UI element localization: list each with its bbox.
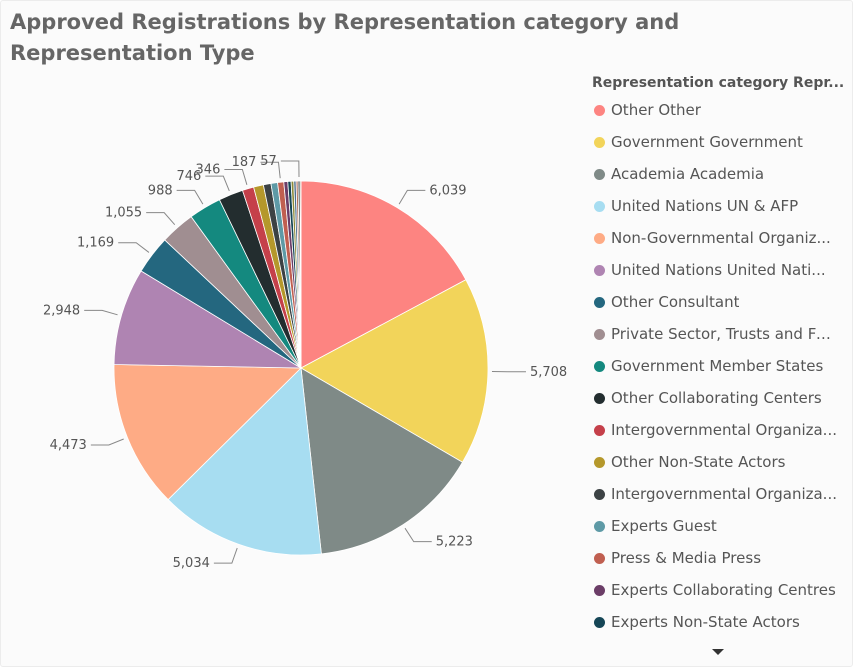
legend-label: Other Consultant <box>611 293 740 311</box>
legend-item[interactable]: United Nations United Nati... <box>592 254 847 286</box>
pie-slice[interactable] <box>300 180 467 369</box>
data-label-leader <box>146 212 176 226</box>
chart-title: Approved Registrations by Representation… <box>10 10 680 65</box>
data-label: 2,948 <box>43 303 80 318</box>
legend-label: Experts Collaborating Centres <box>611 581 836 599</box>
legend-scroll-down-icon[interactable] <box>712 649 724 655</box>
pie-slice[interactable] <box>300 279 489 463</box>
legend-marker-icon <box>594 328 605 340</box>
pie-slice[interactable] <box>300 367 464 555</box>
legend-item[interactable]: Experts Non-State Actors <box>592 606 847 638</box>
data-label: 1,055 <box>105 206 142 221</box>
pie-slice[interactable] <box>299 180 302 369</box>
legend-item[interactable]: Press & Media Press <box>592 542 847 574</box>
legend-label: United Nations United Nati... <box>611 261 826 279</box>
legend-marker-icon <box>594 552 605 564</box>
data-label: 5,034 <box>173 556 210 571</box>
legend-marker-icon <box>594 296 605 308</box>
legend-item[interactable]: Academia Academia <box>592 158 847 190</box>
legend: Representation category Repr... Other Ot… <box>592 72 847 638</box>
data-label: 6,039 <box>429 183 466 198</box>
data-label: 4,473 <box>50 438 87 453</box>
data-label-leader <box>176 189 204 205</box>
pie-slice[interactable] <box>167 367 322 556</box>
legend-marker-icon <box>594 104 605 116</box>
legend-marker-icon <box>594 488 605 500</box>
data-label: 187 <box>232 155 257 170</box>
legend-label: Intergovernmental Organiza... <box>611 421 837 439</box>
legend-marker-icon <box>594 584 605 596</box>
legend-item[interactable]: Other Non-State Actors <box>592 446 847 478</box>
legend-item[interactable]: Experts Collaborating Centres <box>592 574 847 606</box>
legend-marker-icon <box>594 392 605 404</box>
pie-slice[interactable] <box>113 270 303 369</box>
legend-label: United Nations UN & AFP <box>611 197 799 215</box>
legend-label: Government Government <box>611 133 803 151</box>
legend-marker-icon <box>594 616 605 628</box>
data-label-leader <box>404 527 432 543</box>
data-label-leader <box>280 160 300 178</box>
data-label: 5,708 <box>530 365 567 380</box>
legend-marker-icon <box>594 232 605 244</box>
legend-marker-icon <box>594 136 605 148</box>
data-label: 346 <box>196 162 221 177</box>
legend-item[interactable]: Private Sector, Trusts and Fo... <box>592 318 847 350</box>
legend-title: Representation category Repr... <box>592 75 845 91</box>
data-label-leader <box>205 175 230 192</box>
legend-item[interactable]: Intergovernmental Organiza... <box>592 478 847 510</box>
data-label-leader <box>398 189 426 205</box>
legend-item[interactable]: United Nations UN & AFP <box>592 190 847 222</box>
legend-label: Press & Media Press <box>611 549 762 567</box>
legend-item[interactable]: Intergovernmental Organiza... <box>592 414 847 446</box>
data-label: 988 <box>148 183 173 198</box>
legend-item[interactable]: Government Government <box>592 126 847 158</box>
data-label: 746 <box>176 169 201 184</box>
legend-item[interactable]: Other Collaborating Centers <box>592 382 847 414</box>
legend-label: Private Sector, Trusts and Fo... <box>611 325 839 343</box>
data-label: 1,169 <box>77 236 114 251</box>
data-label-leader <box>260 161 281 179</box>
legend-marker-icon <box>594 456 605 468</box>
legend-item[interactable]: Experts Guest <box>592 510 847 542</box>
data-label-leader <box>118 242 150 253</box>
data-label-leader <box>224 168 248 185</box>
legend-marker-icon <box>594 168 605 180</box>
data-label-leader <box>84 309 118 316</box>
data-label-leader <box>90 438 124 446</box>
legend-item[interactable]: Other Consultant <box>592 286 847 318</box>
legend-marker-icon <box>594 520 605 532</box>
legend-label: Non-Governmental Organiz... <box>611 229 831 247</box>
legend-item[interactable]: Government Member States <box>592 350 847 382</box>
legend-marker-icon <box>594 264 605 276</box>
data-label-leader <box>213 547 238 564</box>
legend-label: Intergovernmental Organiza... <box>611 485 837 503</box>
data-label: 5,223 <box>436 535 473 550</box>
legend-item[interactable]: Non-Governmental Organiz... <box>592 222 847 254</box>
legend-label: Academia Academia <box>611 165 765 183</box>
legend-marker-icon <box>594 424 605 436</box>
legend-label: Other Non-State Actors <box>611 453 786 471</box>
legend-label: Experts Non-State Actors <box>611 613 800 631</box>
legend-label: Other Collaborating Centers <box>611 389 822 407</box>
legend-marker-icon <box>594 200 605 212</box>
legend-label: Experts Guest <box>611 517 717 535</box>
legend-item[interactable]: Other Other <box>592 94 847 126</box>
legend-label: Other Other <box>611 101 701 119</box>
legend-marker-icon <box>594 360 605 372</box>
legend-label: Government Member States <box>611 357 824 375</box>
data-label: 57 <box>260 154 277 169</box>
pie-slice[interactable] <box>113 364 302 501</box>
legend-items: Other Other Government Government Academia… <box>592 94 847 638</box>
